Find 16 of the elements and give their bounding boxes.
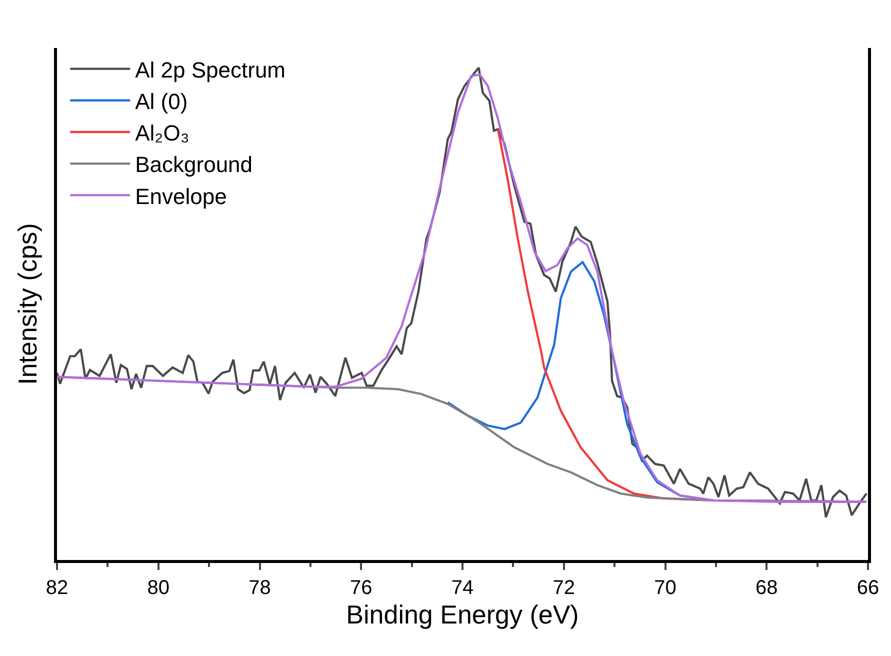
x-tick-label: 80 bbox=[147, 576, 170, 599]
legend-label: Background bbox=[135, 152, 253, 178]
legend-label: Al₂O₃ bbox=[135, 120, 190, 146]
x-tick-label: 70 bbox=[654, 576, 676, 599]
x-axis-title: Binding Energy (eV) bbox=[346, 599, 579, 630]
legend-label: Al (0) bbox=[135, 88, 188, 114]
x-tick-label: 68 bbox=[756, 576, 778, 599]
x-tick-label: 72 bbox=[552, 576, 576, 599]
x-tick-label: 78 bbox=[248, 576, 271, 599]
y-axis-title: Intensity (cps) bbox=[12, 223, 43, 385]
x-tick-label: 76 bbox=[350, 576, 372, 599]
x-tick-label: 82 bbox=[46, 576, 68, 599]
x-tick-label: 74 bbox=[451, 576, 474, 599]
x-tick-label: 66 bbox=[856, 576, 880, 599]
legend-label: Envelope bbox=[135, 184, 227, 209]
legend-label: Al 2p Spectrum bbox=[135, 57, 286, 82]
